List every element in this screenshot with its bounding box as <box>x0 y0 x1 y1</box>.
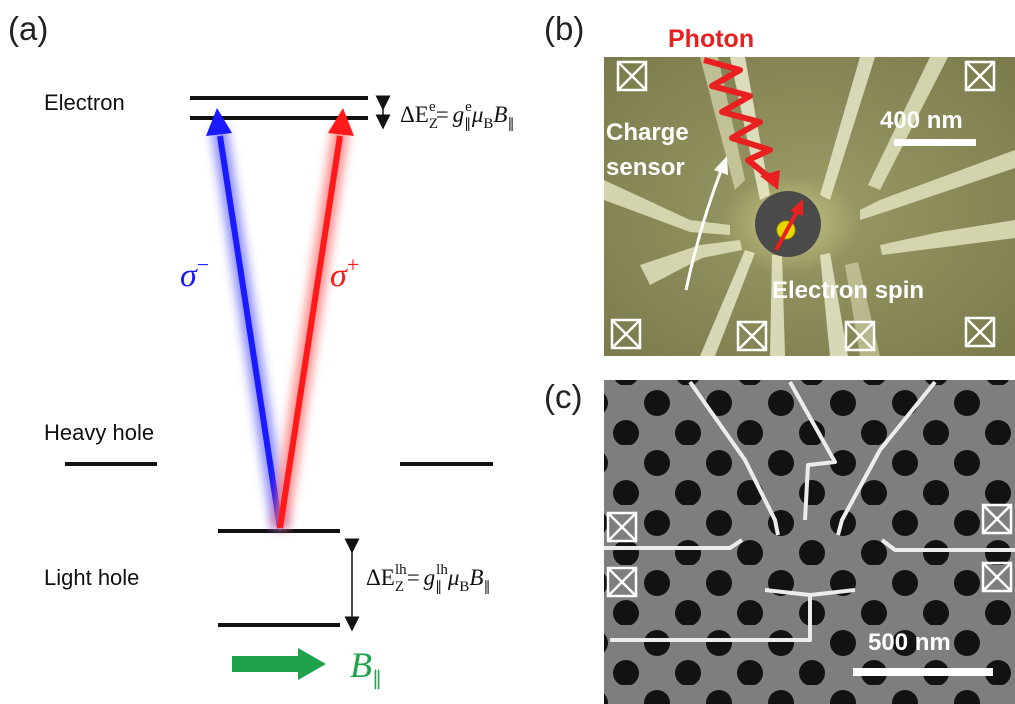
panel-a: (a) Electron Heavy hole Light hole σ− σ+… <box>8 10 514 690</box>
contact-pads-b <box>610 60 996 352</box>
contact-pad-c-2 <box>981 503 1013 535</box>
charge-sensor-arrow <box>684 167 724 291</box>
panel-c: (c) 500 nm <box>544 378 1015 704</box>
sigma-minus-arrowhead <box>206 108 232 136</box>
charge-sensor-label-line2: sensor <box>606 154 685 181</box>
contact-pad-b-6 <box>964 316 996 348</box>
charge-sensor-arrowhead <box>714 156 728 175</box>
light-hole-zeeman-formula: ΔEZlh= g∥lhμBB∥ <box>366 562 490 595</box>
photonic-crystal-holes <box>604 380 1015 704</box>
contact-pad-c-1 <box>606 511 638 543</box>
electron-zeeman-formula: ΔEZe= g∥eμBB∥ <box>400 99 514 132</box>
contact-pad-b-2 <box>964 60 996 92</box>
photon-arrowhead <box>760 170 780 190</box>
scale-bar-c-label: 500 nm <box>868 629 951 656</box>
contact-pad-b-4 <box>736 320 768 352</box>
heavy-hole-level-label: Heavy hole <box>44 420 154 445</box>
gate-electrodes-c <box>604 380 1015 642</box>
electron-spin-label: Electron spin <box>772 277 924 304</box>
spin-arrowhead <box>790 199 803 216</box>
sigma-plus-transition <box>272 108 354 530</box>
scale-bar-c <box>853 668 993 676</box>
contact-pad-c-4 <box>981 561 1013 593</box>
scale-bar-b-label: 400 nm <box>880 107 963 134</box>
sigma-minus-label: σ− <box>180 252 209 294</box>
spin-arrow <box>774 209 800 251</box>
scale-bar-b <box>894 139 976 146</box>
magnetic-field-label: B∥ <box>350 645 382 690</box>
panel-a-label: (a) <box>8 10 48 47</box>
charge-sensor-label-line1: Charge <box>606 119 689 146</box>
panel-b-label: (b) <box>544 10 584 47</box>
sigma-plus-label: σ+ <box>330 252 359 294</box>
contact-pad-b-3 <box>610 318 642 350</box>
contact-pads-c <box>606 503 1013 598</box>
magnetic-field-arrow <box>232 648 326 680</box>
panel-c-label: (c) <box>544 378 582 415</box>
photon-wave <box>703 57 773 181</box>
electron-level-label: Electron <box>44 90 125 115</box>
sigma-minus-transition <box>206 108 288 530</box>
panel-b: (b) Pho <box>544 10 1015 356</box>
photon-label: Photon <box>668 25 754 53</box>
light-hole-level-label: Light hole <box>44 565 139 590</box>
sigma-plus-arrowhead <box>328 108 354 136</box>
contact-pad-b-5 <box>844 320 876 352</box>
contact-pad-b-1 <box>616 60 648 92</box>
contact-pad-c-3 <box>606 566 638 598</box>
